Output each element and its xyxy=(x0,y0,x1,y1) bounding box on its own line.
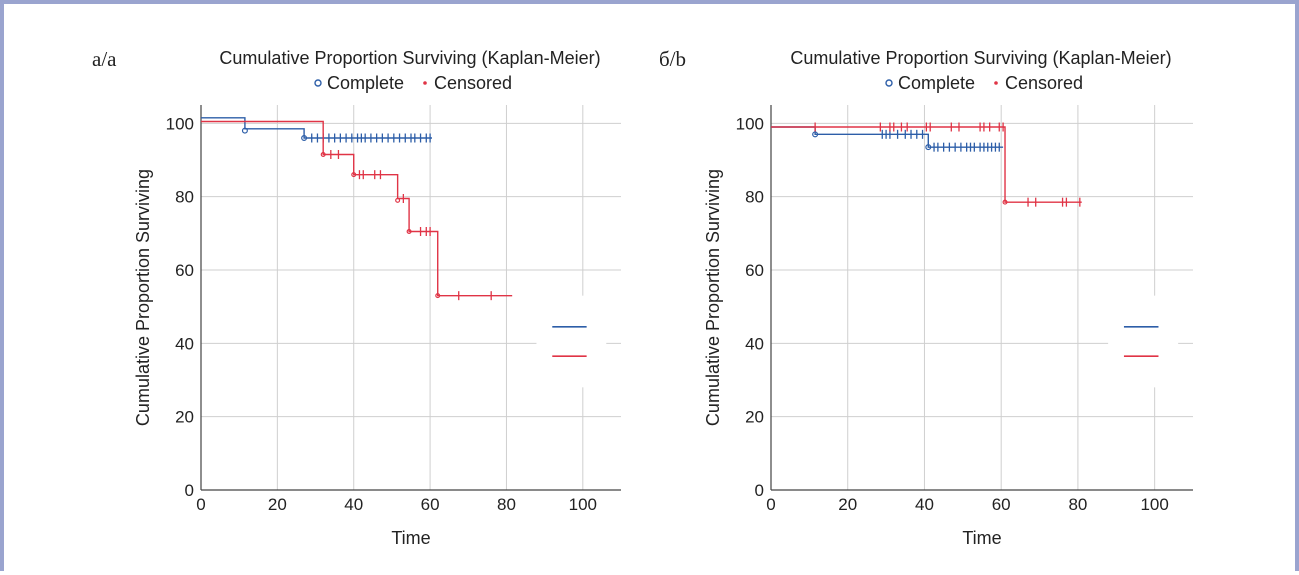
x-tick-label: 20 xyxy=(268,495,287,514)
event-marker xyxy=(301,135,308,142)
chart-panel-a: а/a Cumulative Proportion Surviving (Kapl… xyxy=(92,47,621,548)
series-complete xyxy=(201,117,432,143)
y-tick-label: 80 xyxy=(175,188,194,207)
event-marker xyxy=(351,172,357,178)
x-tick-label: 40 xyxy=(344,495,363,514)
survival-curve xyxy=(201,117,432,139)
chart-title: Cumulative Proportion Surviving (Kaplan-… xyxy=(790,48,1171,68)
y-tick-label: 40 xyxy=(745,334,764,353)
legend-marker-censored xyxy=(423,81,427,85)
legend-marker-censored xyxy=(994,81,998,85)
series-censored xyxy=(201,120,513,301)
kaplan-meier-figure: а/a Cumulative Proportion Surviving (Kapl… xyxy=(92,47,1193,548)
survival-curve xyxy=(771,126,1082,203)
legend-marker-complete xyxy=(885,79,893,87)
event-marker xyxy=(925,144,932,151)
x-tick-label: 100 xyxy=(569,495,597,514)
x-tick-label: 80 xyxy=(1068,495,1087,514)
y-tick-label: 40 xyxy=(175,334,194,353)
survival-curve xyxy=(201,120,513,297)
series-censored xyxy=(771,122,1082,207)
x-tick-label: 80 xyxy=(497,495,516,514)
y-tick-label: 60 xyxy=(175,261,194,280)
chart-panel-b: б/b Cumulative Proportion Surviving (Kapl… xyxy=(659,47,1193,548)
event-marker xyxy=(241,127,248,134)
x-tick-label: 60 xyxy=(992,495,1011,514)
y-tick-label: 100 xyxy=(736,114,764,133)
x-axis-label: Time xyxy=(391,528,430,548)
legend: Complete Censored xyxy=(314,73,512,93)
x-tick-label: 100 xyxy=(1140,495,1168,514)
y-axis-label: Cumulative Proportion Surviving xyxy=(133,169,153,426)
chart-title: Cumulative Proportion Surviving (Kaplan-… xyxy=(219,48,600,68)
y-tick-label: 80 xyxy=(745,188,764,207)
legend: Complete Censored xyxy=(885,73,1083,93)
legend-entry: Censored xyxy=(434,73,512,93)
x-tick-label: 60 xyxy=(421,495,440,514)
series-complete xyxy=(771,126,1004,152)
y-tick-label: 20 xyxy=(745,408,764,427)
y-tick-label: 20 xyxy=(175,408,194,427)
y-tick-label: 0 xyxy=(185,481,194,500)
x-tick-label: 20 xyxy=(838,495,857,514)
legend-entry: Censored xyxy=(1005,73,1083,93)
y-tick-label: 60 xyxy=(745,261,764,280)
x-tick-label: 0 xyxy=(766,495,775,514)
survival-curve xyxy=(771,126,1004,148)
y-tick-label: 100 xyxy=(166,114,194,133)
y-axis-label: Cumulative Proportion Surviving xyxy=(703,169,723,426)
x-tick-label: 40 xyxy=(915,495,934,514)
event-marker xyxy=(395,197,401,203)
x-tick-label: 0 xyxy=(196,495,205,514)
event-marker xyxy=(435,293,441,299)
event-marker xyxy=(812,131,819,138)
legend-entry: Complete xyxy=(898,73,975,93)
legend-box-backdrop xyxy=(1108,295,1179,388)
y-tick-label: 0 xyxy=(755,481,764,500)
event-marker xyxy=(320,152,326,158)
panel-label: б/b xyxy=(659,47,686,71)
legend-box-backdrop xyxy=(536,295,607,388)
legend-entry: Complete xyxy=(327,73,404,93)
event-marker xyxy=(406,229,412,235)
panel-label: а/a xyxy=(92,47,117,71)
x-axis-label: Time xyxy=(962,528,1001,548)
event-marker xyxy=(1002,199,1008,205)
legend-marker-complete xyxy=(314,79,322,87)
